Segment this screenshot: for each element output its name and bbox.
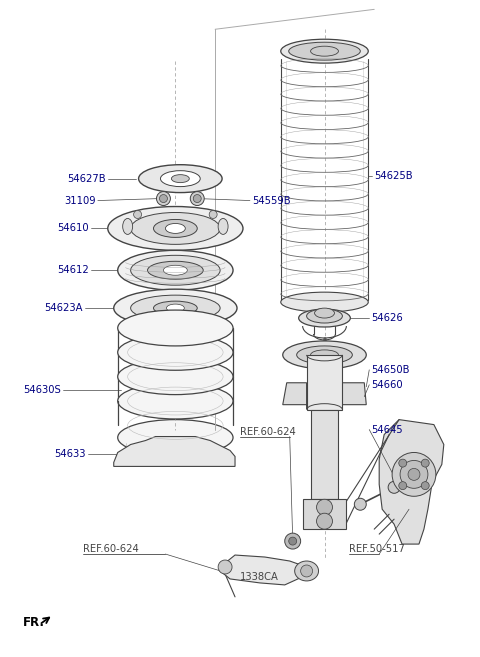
Text: REF.60-624: REF.60-624 [240,426,296,436]
Text: 54623A: 54623A [45,303,83,313]
Ellipse shape [400,461,428,488]
Text: 54633: 54633 [54,449,86,459]
Ellipse shape [392,453,436,496]
Ellipse shape [421,459,429,467]
Ellipse shape [139,165,222,193]
Ellipse shape [154,301,197,315]
Ellipse shape [147,261,203,279]
Ellipse shape [118,250,233,290]
Ellipse shape [131,256,220,285]
Text: REF.50-517: REF.50-517 [349,544,405,554]
Ellipse shape [316,499,333,515]
Ellipse shape [164,265,187,275]
Ellipse shape [285,533,300,549]
Ellipse shape [118,359,233,395]
Ellipse shape [314,308,335,318]
Ellipse shape [209,210,217,219]
Text: 54626: 54626 [371,313,403,323]
Text: 54627B: 54627B [67,173,106,184]
Text: 54660: 54660 [371,380,403,390]
Ellipse shape [118,383,233,419]
Text: 54612: 54612 [57,265,89,275]
Ellipse shape [193,194,201,202]
Bar [311,410,338,499]
Ellipse shape [300,565,312,577]
Ellipse shape [408,468,420,480]
Text: 31109: 31109 [64,196,96,206]
Ellipse shape [281,39,368,63]
Ellipse shape [297,346,352,364]
Text: REF.60-624: REF.60-624 [83,544,139,554]
Ellipse shape [399,482,407,489]
Ellipse shape [388,482,400,493]
Text: 54625B: 54625B [374,171,413,181]
Text: FR.: FR. [23,616,45,629]
Ellipse shape [283,341,366,369]
Ellipse shape [108,206,243,250]
Ellipse shape [123,219,132,235]
Text: 54650B: 54650B [371,365,410,375]
Ellipse shape [167,304,184,312]
Polygon shape [114,436,235,466]
Ellipse shape [166,223,185,233]
Ellipse shape [295,561,319,581]
Ellipse shape [171,175,189,183]
Ellipse shape [218,219,228,235]
Ellipse shape [118,420,233,455]
Ellipse shape [281,292,368,312]
Ellipse shape [299,309,350,327]
Bar [302,499,347,529]
Polygon shape [283,383,366,409]
Ellipse shape [218,560,232,574]
Text: 54559B: 54559B [252,196,290,206]
Ellipse shape [421,482,429,489]
Polygon shape [379,420,444,544]
Ellipse shape [311,46,338,56]
Text: 1338CA: 1338CA [240,572,279,582]
Ellipse shape [354,498,366,510]
Ellipse shape [118,310,233,346]
Ellipse shape [156,192,170,206]
Ellipse shape [288,537,297,545]
Ellipse shape [316,513,333,529]
Ellipse shape [114,289,237,327]
Ellipse shape [160,171,200,187]
Ellipse shape [154,219,197,237]
Ellipse shape [133,210,142,219]
Bar [307,355,342,410]
Ellipse shape [131,295,220,321]
Ellipse shape [131,212,220,244]
Ellipse shape [307,309,342,323]
Ellipse shape [288,42,360,60]
Ellipse shape [190,192,204,206]
Ellipse shape [399,459,407,467]
Ellipse shape [118,334,233,371]
Ellipse shape [159,194,168,202]
Text: 54610: 54610 [57,223,89,233]
Polygon shape [220,555,307,585]
Text: 54645: 54645 [371,424,403,434]
Ellipse shape [311,350,338,360]
Text: 54630S: 54630S [24,385,61,395]
